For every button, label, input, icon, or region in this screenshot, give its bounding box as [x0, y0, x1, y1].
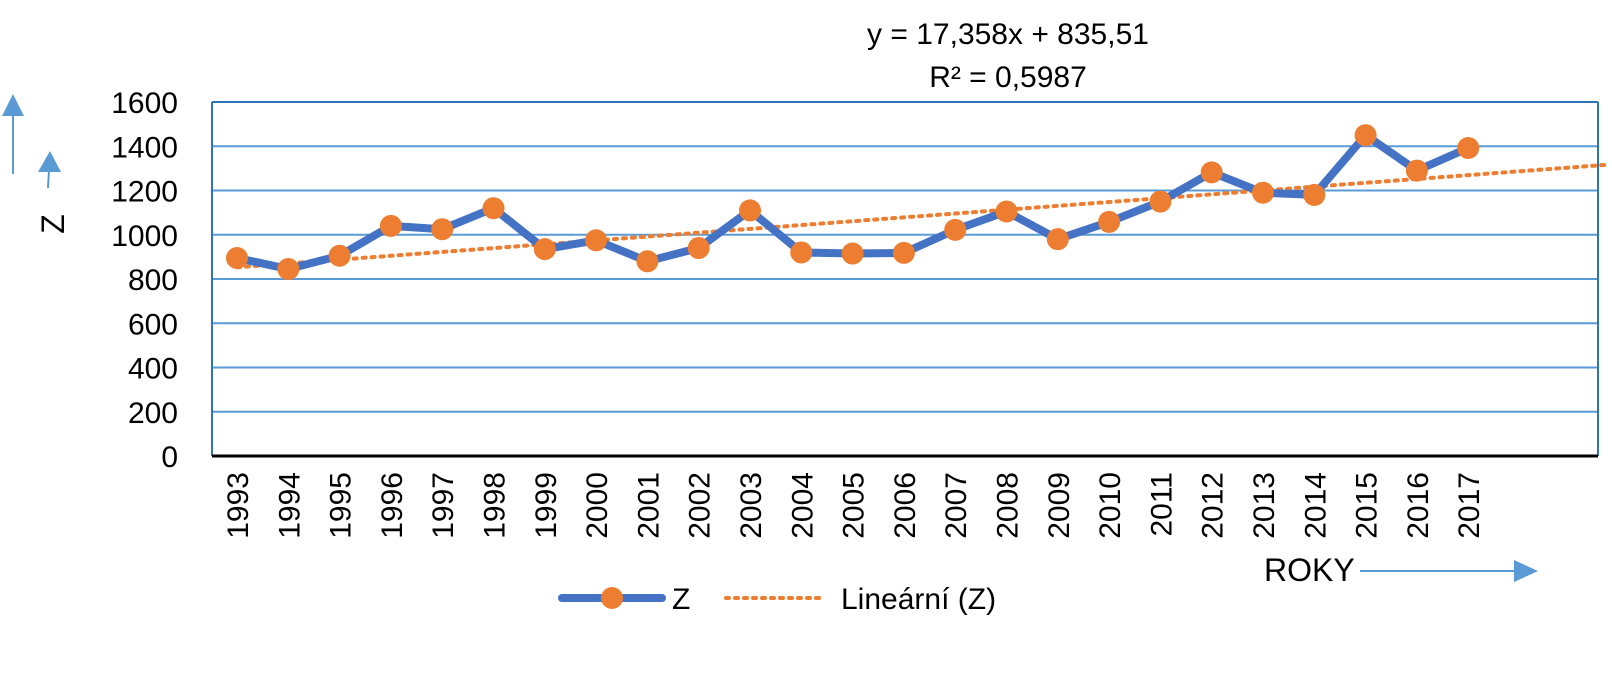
- data-point-2005: [841, 242, 864, 265]
- legend-label-z: Z: [672, 583, 690, 616]
- y-tick-labels: 0 200 400 600 800 1000 1200 1400 1600: [111, 87, 178, 474]
- data-point-2000: [585, 229, 608, 252]
- y-tick-label-1000: 1000: [111, 220, 178, 253]
- data-point-1994: [277, 258, 300, 281]
- data-point-1995: [328, 244, 351, 267]
- x-tick-label-2011: 2011: [1145, 472, 1178, 537]
- y-tick-label-200: 200: [128, 397, 178, 430]
- x-tick-label-1994: 1994: [273, 472, 306, 539]
- y-tick-label-1600: 1600: [111, 87, 178, 120]
- data-point-2006: [892, 241, 915, 264]
- x-tick-label-2012: 2012: [1197, 472, 1230, 539]
- x-tick-label-2013: 2013: [1248, 472, 1281, 539]
- data-point-2010: [1098, 210, 1121, 233]
- data-point-2008: [995, 200, 1018, 223]
- data-point-1996: [379, 214, 402, 237]
- data-point-2012: [1200, 161, 1223, 184]
- y-axis-title: Z: [35, 214, 71, 234]
- data-point-2016: [1405, 159, 1428, 182]
- x-tick-label-2009: 2009: [1043, 472, 1076, 539]
- data-point-2017: [1457, 137, 1480, 160]
- x-tick-label-2016: 2016: [1402, 472, 1435, 539]
- x-tick-label-2004: 2004: [786, 472, 819, 539]
- x-tick-label-2008: 2008: [992, 472, 1025, 539]
- x-tick-label-2001: 2001: [632, 472, 665, 539]
- x-tick-label-2005: 2005: [838, 472, 871, 539]
- data-point-2004: [790, 241, 813, 264]
- data-point-2002: [687, 237, 710, 260]
- data-point-2011: [1149, 190, 1172, 213]
- x-tick-labels: 1993 1994 1995 1996 1997 1998 1999 2000 2001 2002…: [222, 472, 1486, 539]
- gridlines: [211, 101, 1599, 458]
- data-point-1997: [431, 218, 454, 241]
- data-point-1993: [226, 246, 248, 269]
- x-tick-label-2002: 2002: [684, 472, 717, 539]
- x-tick-label-2010: 2010: [1094, 472, 1127, 539]
- y-tick-label-600: 600: [128, 308, 178, 341]
- y-axis-arrow: [2, 94, 61, 189]
- data-point-2009: [1046, 228, 1069, 251]
- x-tick-label-1995: 1995: [325, 472, 358, 539]
- x-tick-label-2017: 2017: [1453, 472, 1486, 539]
- x-tick-label-2007: 2007: [940, 472, 973, 539]
- data-point-2003: [739, 199, 761, 222]
- y-tick-label-1400: 1400: [111, 131, 178, 164]
- legend-swatch-z-marker: [601, 587, 623, 609]
- x-tick-label-2003: 2003: [735, 472, 768, 539]
- x-axis-arrow: [1360, 560, 1538, 582]
- data-point-1999: [533, 238, 556, 261]
- y-tick-label-800: 800: [128, 264, 178, 297]
- legend-item-trendline: Lineární (Z): [724, 583, 996, 616]
- trendline-r-squared: R² = 0,5987: [929, 61, 1087, 94]
- x-tick-label-1998: 1998: [479, 472, 512, 539]
- x-axis-title: ROKY: [1264, 552, 1355, 588]
- trendline-linear: [235, 162, 1607, 270]
- trendline-layer: [235, 162, 1607, 270]
- x-tick-label-2015: 2015: [1351, 472, 1384, 539]
- legend-item-z: Z: [558, 583, 690, 616]
- data-point-2001: [636, 250, 659, 273]
- x-tick-label-2006: 2006: [889, 472, 922, 539]
- x-tick-label-1997: 1997: [427, 472, 460, 539]
- y-tick-label-1200: 1200: [111, 176, 178, 209]
- legend-label-trendline: Lineární (Z): [841, 583, 996, 616]
- x-tick-label-1996: 1996: [376, 472, 409, 539]
- x-tick-label-2014: 2014: [1299, 472, 1332, 539]
- data-point-1998: [482, 197, 505, 220]
- trendline-equation: y = 17,358x + 835,51: [867, 18, 1149, 51]
- series-layer: [226, 124, 1480, 281]
- data-point-2007: [944, 218, 967, 241]
- data-point-2015: [1354, 124, 1377, 147]
- y-tick-label-0: 0: [161, 441, 178, 474]
- legend: Z Lineární (Z): [558, 583, 996, 616]
- x-tick-label-2000: 2000: [581, 472, 614, 539]
- data-point-2014: [1303, 183, 1326, 206]
- x-tick-label-1993: 1993: [222, 472, 255, 539]
- x-tick-label-1999: 1999: [530, 472, 563, 539]
- y-tick-label-400: 400: [128, 353, 178, 386]
- data-point-2013: [1252, 181, 1274, 204]
